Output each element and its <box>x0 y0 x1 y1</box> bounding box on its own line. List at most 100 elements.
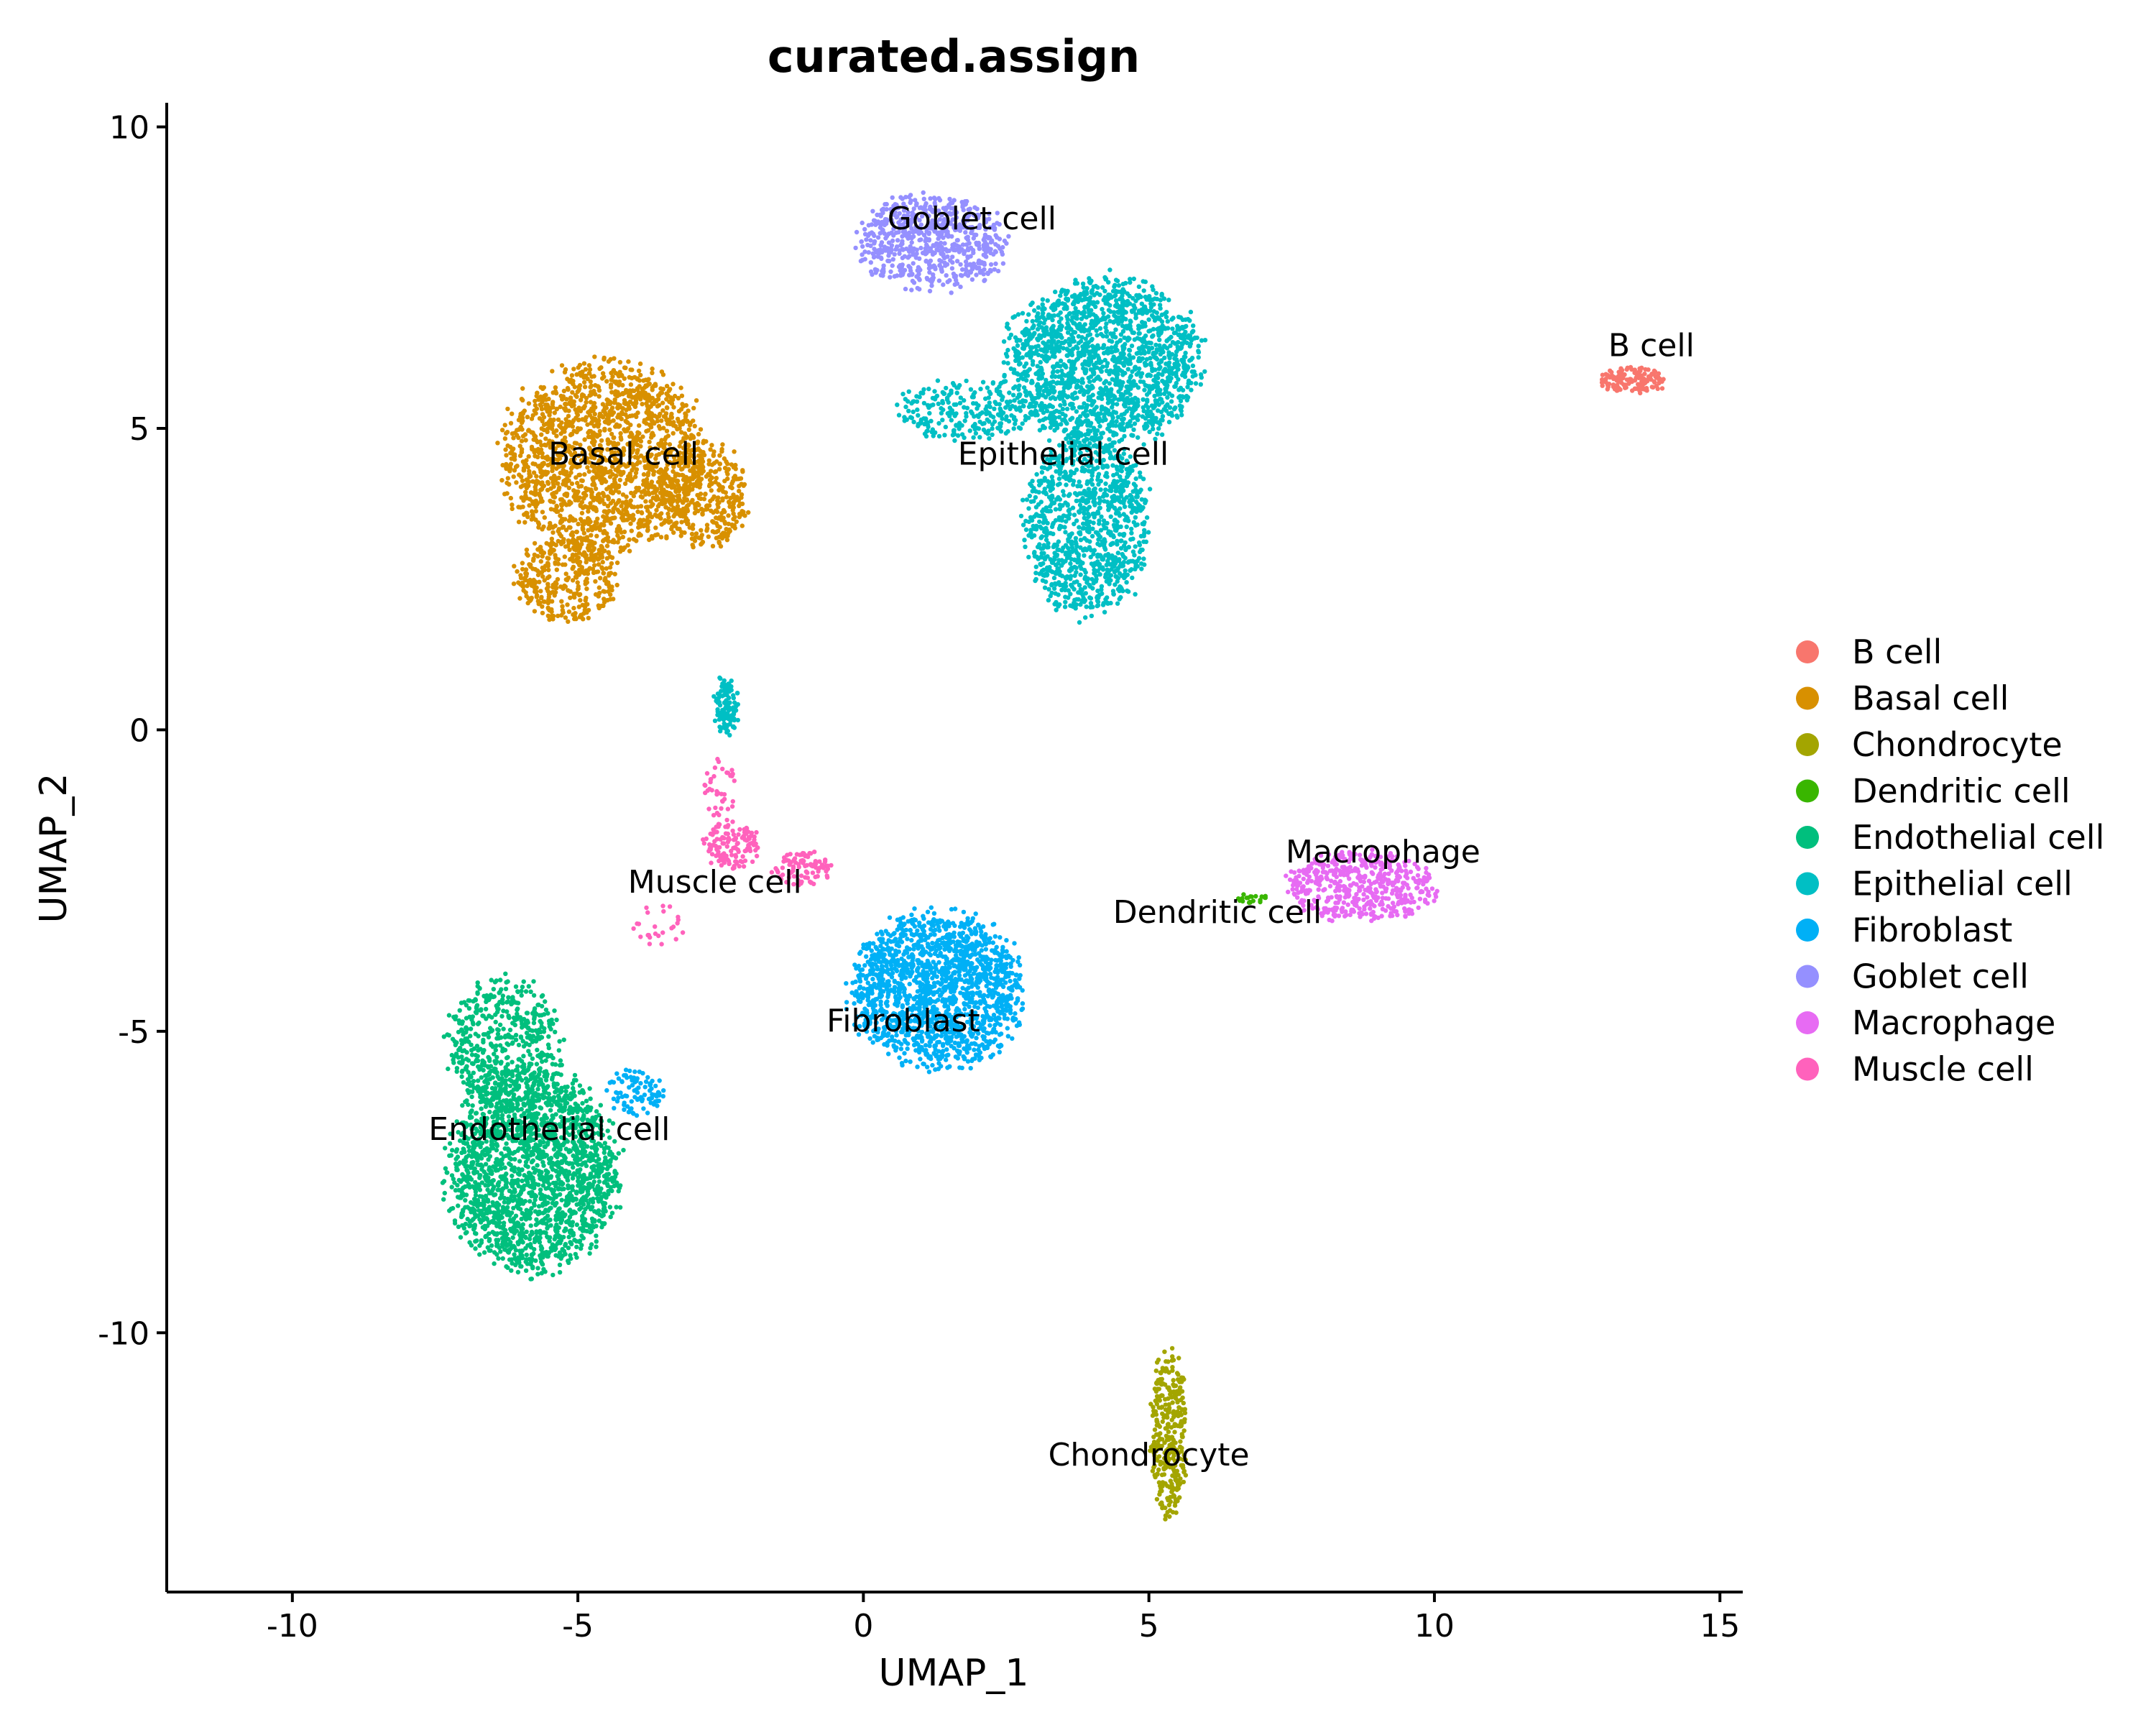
data-point <box>510 431 515 436</box>
data-point <box>574 1202 579 1208</box>
data-point <box>608 521 614 526</box>
data-point <box>664 489 669 494</box>
data-point <box>510 1151 515 1156</box>
data-point <box>553 1151 559 1157</box>
data-point <box>674 520 679 525</box>
data-point <box>627 548 632 553</box>
data-point <box>530 512 535 518</box>
data-point <box>539 570 545 575</box>
data-point <box>533 1222 538 1228</box>
data-point <box>607 427 612 433</box>
data-point <box>587 371 592 376</box>
data-point <box>629 479 634 484</box>
data-point <box>511 474 516 479</box>
data-point <box>566 1260 571 1266</box>
data-point <box>625 420 630 426</box>
data-point <box>671 431 676 436</box>
data-point <box>714 530 719 535</box>
data-point <box>746 510 751 515</box>
data-point <box>731 475 737 480</box>
data-point <box>467 1184 472 1190</box>
data-point <box>578 442 583 448</box>
data-point <box>664 384 670 389</box>
data-point <box>583 581 588 586</box>
data-point <box>536 397 541 402</box>
data-point <box>580 1228 585 1233</box>
data-point <box>676 497 681 502</box>
data-point <box>1158 1486 1164 1491</box>
data-point <box>617 549 623 554</box>
data-point <box>510 1173 515 1179</box>
data-point <box>492 1261 497 1266</box>
data-point <box>529 517 534 522</box>
data-point <box>692 423 697 428</box>
data-point <box>542 393 547 399</box>
data-point <box>584 586 589 592</box>
data-point <box>696 502 701 507</box>
data-point <box>503 1183 509 1188</box>
data-point <box>675 507 680 512</box>
data-point <box>533 580 538 586</box>
data-point <box>632 374 637 380</box>
data-point <box>1621 375 1626 381</box>
data-point <box>580 417 585 422</box>
data-point <box>539 426 544 431</box>
data-point <box>495 441 500 446</box>
data-point <box>596 562 602 567</box>
data-point <box>608 597 613 602</box>
data-point <box>608 1214 613 1220</box>
data-point <box>520 1253 525 1259</box>
data-point <box>517 1260 522 1266</box>
data-point <box>540 1154 545 1160</box>
data-point <box>701 497 707 502</box>
data-point <box>600 1200 605 1205</box>
data-point <box>630 518 636 523</box>
data-point <box>655 504 661 509</box>
data-point <box>1657 377 1662 382</box>
data-point <box>619 410 625 415</box>
data-point <box>528 1245 534 1250</box>
data-point <box>550 547 556 553</box>
data-point <box>522 520 528 525</box>
data-point <box>725 476 730 482</box>
data-point <box>622 481 628 487</box>
data-point <box>637 531 642 536</box>
data-point <box>518 484 524 489</box>
data-point <box>591 546 596 551</box>
data-point <box>601 571 607 576</box>
data-point <box>540 553 545 559</box>
data-point <box>508 1218 513 1224</box>
data-point <box>525 1078 531 1083</box>
data-point <box>577 472 583 477</box>
data-point <box>514 480 519 485</box>
data-point <box>499 1195 504 1200</box>
data-point <box>612 1170 617 1175</box>
data-point <box>529 509 535 514</box>
data-point <box>669 415 675 420</box>
data-point <box>696 431 701 437</box>
data-point <box>586 521 591 527</box>
data-point <box>1172 1503 1178 1508</box>
data-point <box>578 1167 583 1172</box>
data-point <box>539 482 545 487</box>
data-point <box>532 1170 538 1175</box>
data-point <box>553 1090 558 1095</box>
data-point <box>587 1086 592 1091</box>
data-point <box>641 472 647 477</box>
data-point <box>1164 1366 1169 1371</box>
data-point <box>516 435 521 441</box>
data-point <box>568 1240 573 1246</box>
data-point <box>564 1100 570 1105</box>
data-point <box>618 1183 623 1188</box>
data-point <box>650 419 655 424</box>
data-point <box>724 494 729 500</box>
data-point <box>545 1103 550 1108</box>
data-point <box>563 571 568 576</box>
data-point <box>600 402 606 407</box>
data-point <box>1172 1423 1177 1428</box>
data-point <box>667 499 672 504</box>
data-point <box>540 1262 545 1267</box>
data-point <box>723 490 728 495</box>
data-point <box>513 1213 519 1218</box>
data-point <box>1151 1411 1157 1416</box>
